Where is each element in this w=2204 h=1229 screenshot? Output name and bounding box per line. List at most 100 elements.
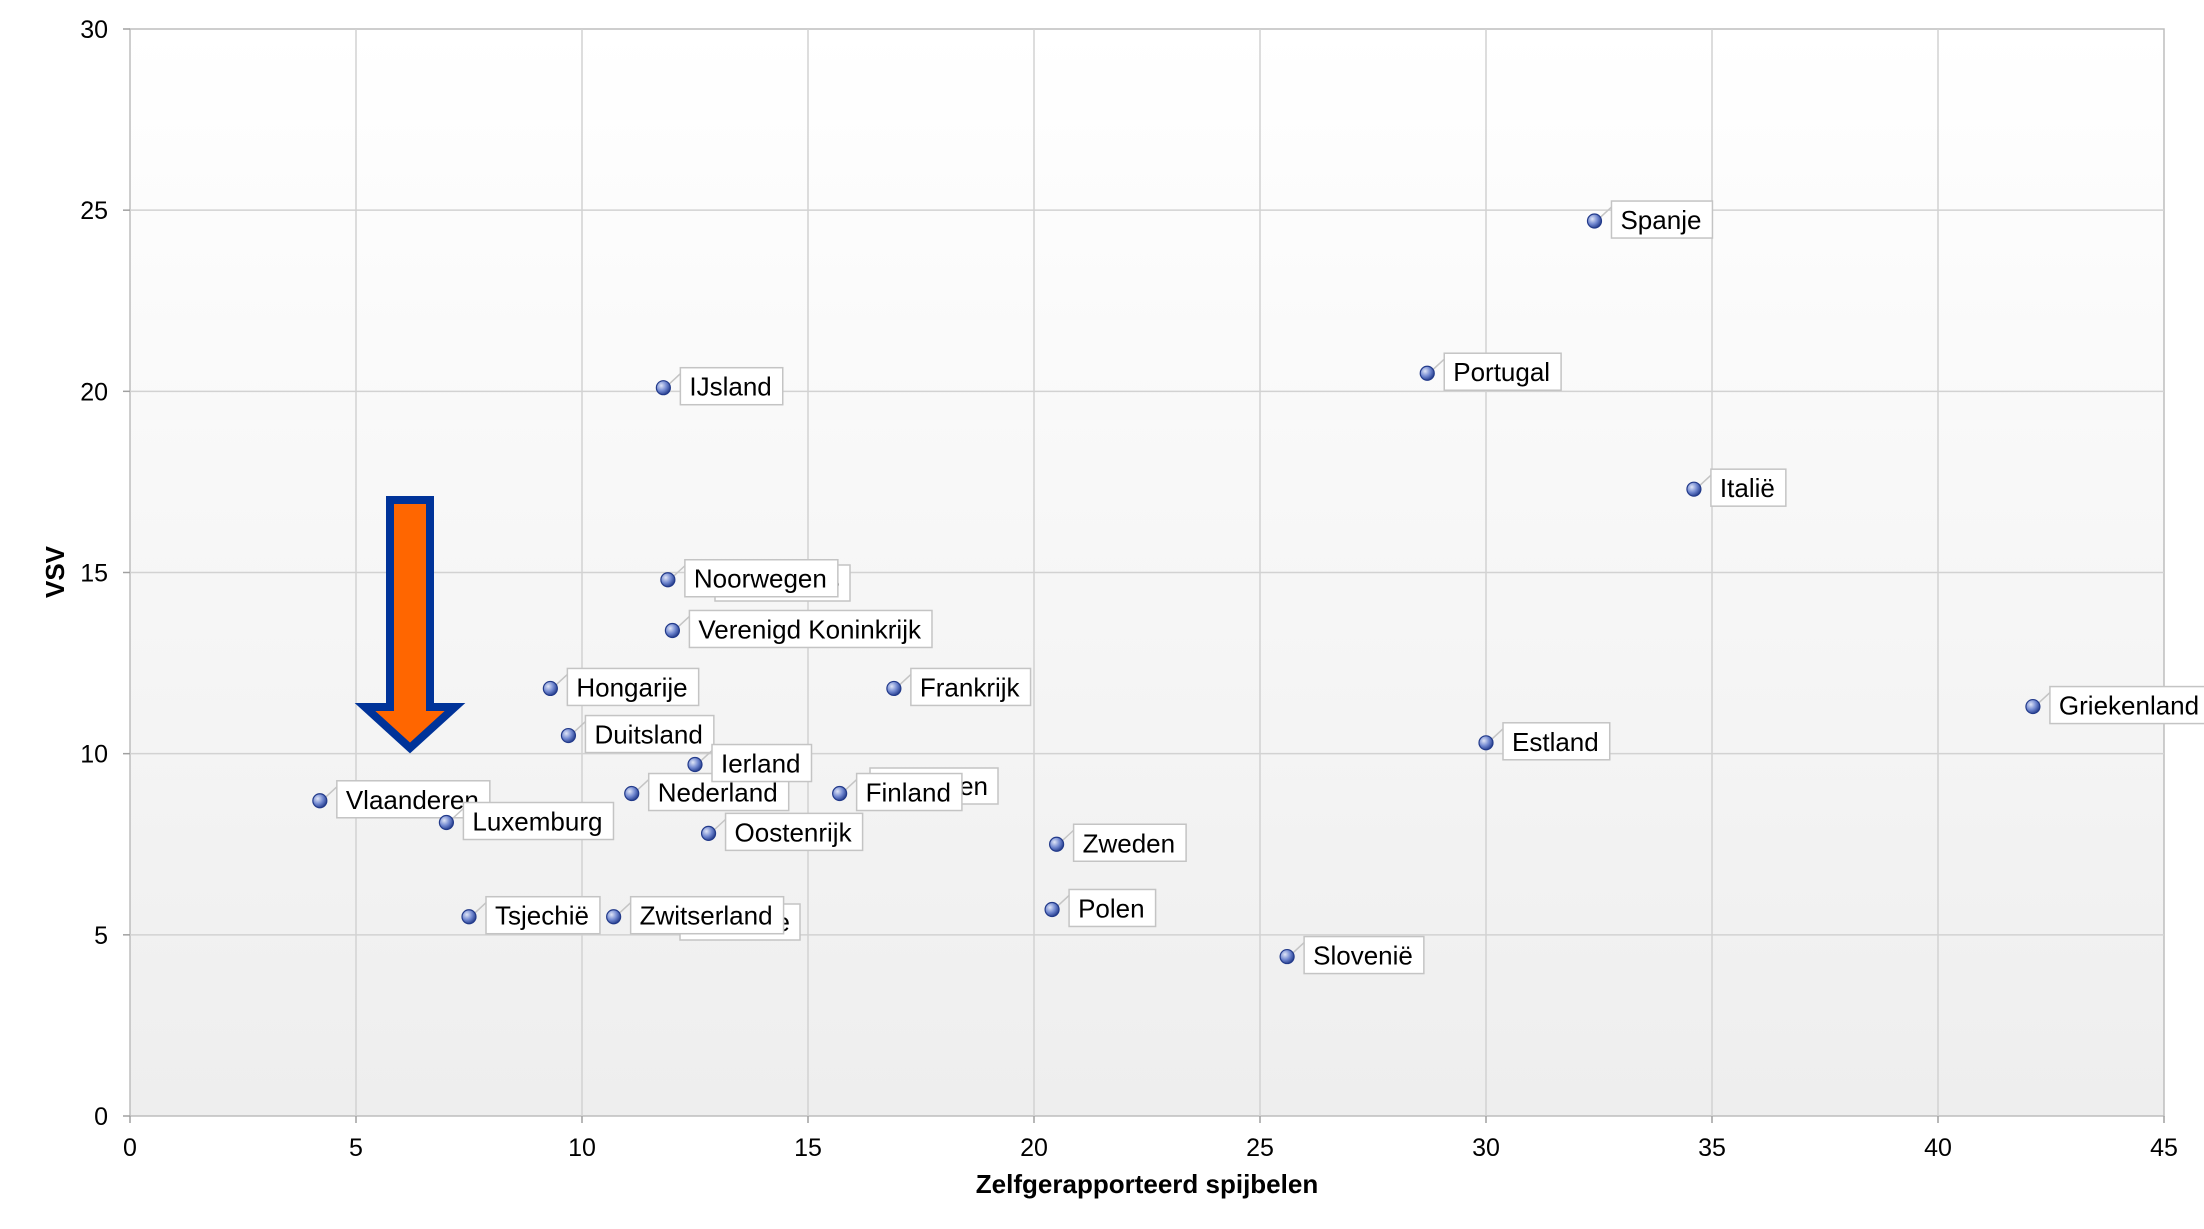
point-label-box (1610, 200, 1714, 239)
point-marker (1478, 735, 1494, 751)
x-tick-label: 15 (794, 1134, 822, 1162)
point-label: Portugal (1453, 357, 1550, 387)
point-marker (655, 380, 671, 396)
y-axis-ticks: 0 5 10 15 20 25 30 (80, 16, 130, 1131)
point-label-box (584, 714, 715, 754)
y-tick-label: 15 (80, 560, 108, 588)
x-tick-label: 10 (568, 1134, 596, 1162)
point-label: Oostenrijk (735, 817, 853, 847)
point-label: Finland (866, 778, 951, 808)
point-label-box (1303, 935, 1425, 975)
point-label-box (2049, 685, 2204, 725)
x-tick-label: 30 (1472, 1134, 1500, 1162)
point-label-box (566, 667, 700, 707)
scatter-point: Duitsland (560, 714, 715, 754)
point-marker (2025, 698, 2041, 715)
point-marker (886, 680, 902, 697)
point-label: Hongarije (576, 672, 687, 702)
point-marker (312, 793, 328, 809)
x-tick-label: 0 (123, 1134, 137, 1162)
scatter-point: Griekenland (2025, 685, 2204, 725)
x-tick-label: 20 (1020, 1134, 1048, 1162)
scatter-point: Zwitserland (606, 895, 785, 935)
scatter-point: Finland (832, 772, 963, 812)
point-marker (1044, 901, 1060, 918)
point-label: Ierland (721, 749, 801, 779)
point-label: Luxemburg (472, 807, 602, 837)
scatter-point: Spanje (1586, 200, 1714, 239)
point-label: Estland (1512, 727, 1599, 757)
scatter-point: Noorwegen (660, 558, 839, 598)
point-label: Noorwegen (694, 564, 827, 594)
point-label-box (1072, 823, 1187, 862)
point-label-box (688, 609, 933, 649)
point-label: Duitsland (594, 720, 702, 750)
scatter-point: IJsland (655, 366, 784, 406)
scatter-point: Nederland (624, 772, 790, 812)
point-label-box (910, 667, 1032, 707)
point-marker (687, 756, 703, 773)
point-label: Spanje (1620, 205, 1701, 235)
down-arrow-annotation (354, 496, 466, 754)
point-marker (660, 572, 676, 588)
scatter-point: Verenigd Koninkrijk (664, 609, 933, 649)
point-marker (700, 825, 717, 841)
y-tick-label: 20 (80, 378, 108, 406)
point-marker (1586, 213, 1603, 229)
x-axis-ticks: 0 5 10 15 20 25 30 35 40 45 (123, 1116, 2178, 1162)
point-marker (461, 909, 477, 925)
point-label: Griekenland (2059, 691, 2199, 721)
point-label: Frankrijk (920, 672, 1021, 702)
point-label-box (684, 558, 839, 598)
point-marker (542, 680, 558, 697)
point-label: Nederland (658, 778, 778, 808)
x-tick-label: 5 (349, 1134, 363, 1162)
x-axis-title: Zelfgerapporteerd spijbelen (976, 1169, 1318, 1199)
point-marker (606, 909, 622, 925)
scatter-point: Frankrijk (886, 667, 1032, 707)
gridlines (130, 29, 2164, 1116)
point-label-box (679, 366, 784, 406)
scatter-point: Portugal (1419, 352, 1562, 391)
point-label-box (1710, 468, 1787, 507)
point-label: Zwitserland (640, 901, 773, 931)
x-tick-label: 25 (1246, 1134, 1274, 1162)
point-label-box (1068, 888, 1157, 928)
scatter-point: Polen (1044, 888, 1157, 928)
point-marker (664, 622, 681, 639)
point-label-box (629, 895, 785, 935)
x-tick-label: 45 (2150, 1134, 2178, 1162)
scatter-point: Oostenrijk (700, 812, 864, 852)
x-tick-label: 40 (1924, 1134, 1952, 1162)
point-label-box (1443, 352, 1562, 391)
point-label: Verenigd Koninkrijk (698, 614, 922, 644)
y-tick-label: 0 (94, 1103, 108, 1131)
scatter-point: Ierland (687, 743, 813, 783)
scatter-point: Luxemburg (438, 801, 615, 841)
y-tick-label: 5 (94, 922, 108, 950)
y-tick-label: 30 (80, 16, 108, 44)
point-label-box (855, 772, 963, 812)
point-marker (1279, 948, 1295, 965)
point-marker (624, 785, 640, 802)
point-label: Italië (1720, 473, 1775, 503)
point-label-box (485, 895, 601, 935)
scatter-point: Slovenië (1279, 935, 1425, 975)
point-label-box (462, 801, 615, 841)
point-marker (1419, 365, 1435, 381)
point-label-box (711, 743, 813, 783)
point-label-box (1502, 722, 1611, 761)
point-marker (1686, 481, 1702, 497)
point-label: Slovenië (1313, 941, 1413, 971)
point-label: IJsland (689, 372, 771, 402)
point-label-box (724, 812, 864, 852)
y-tick-label: 25 (80, 197, 108, 225)
point-label: Tsjechië (495, 901, 589, 931)
scatter-point: Hongarije (542, 667, 700, 707)
point-label: Vlaanderen (346, 785, 479, 815)
scatter-point: Estland (1478, 722, 1611, 761)
y-tick-label: 10 (80, 741, 108, 769)
point-label: Zweden (1083, 828, 1176, 858)
